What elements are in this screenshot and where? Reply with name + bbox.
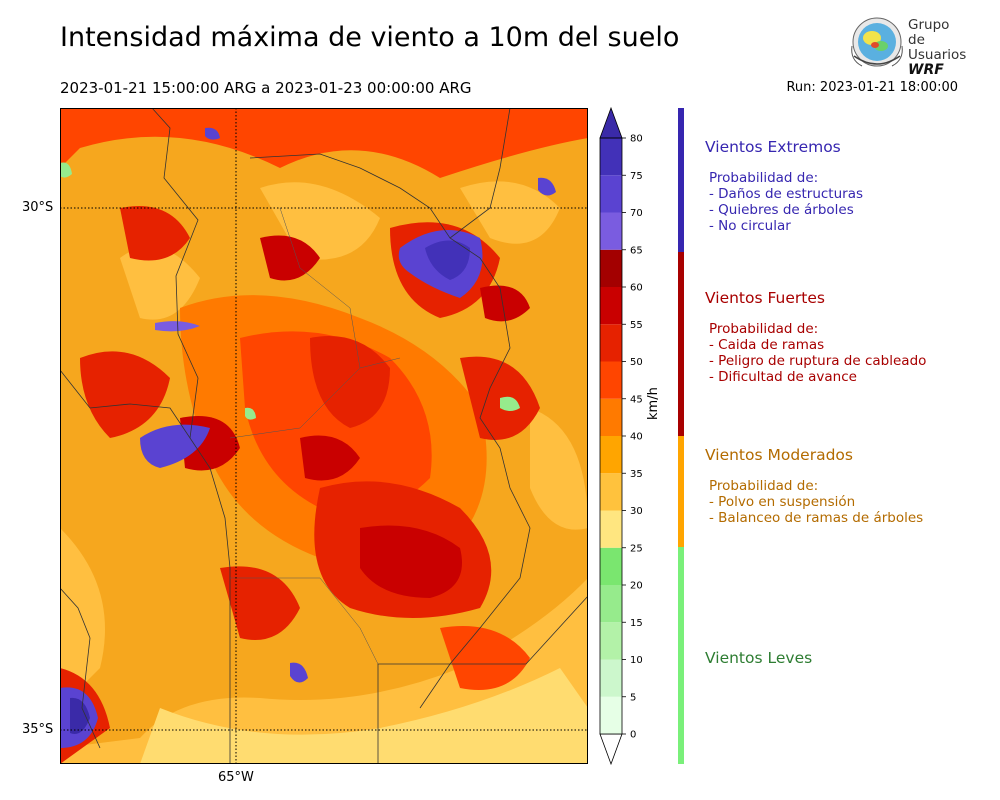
colorbar-segment bbox=[600, 324, 622, 362]
colorbar-tick-label: 80 bbox=[630, 134, 643, 145]
colorbar-tick-label: 65 bbox=[630, 245, 643, 256]
category-line: Probabilidad de: bbox=[709, 170, 819, 186]
colorbar-segment bbox=[600, 696, 622, 734]
colorbar-unit: km/h bbox=[646, 387, 661, 420]
category-line: - No circular bbox=[709, 218, 791, 234]
category-line: - Dificultad de avance bbox=[709, 369, 857, 385]
chart-title: Intensidad máxima de viento a 10m del su… bbox=[60, 22, 680, 53]
lon-label-65w: 65°W bbox=[218, 770, 254, 785]
category-moderate: Vientos Moderados Probabilidad de: - Pol… bbox=[705, 446, 923, 526]
logo-line-2: Usuarios bbox=[908, 47, 967, 63]
colorbar-segment bbox=[600, 510, 622, 548]
category-bar bbox=[678, 108, 684, 252]
category-line: - Peligro de ruptura de cableado bbox=[709, 353, 927, 369]
colorbar-tick-label: 60 bbox=[630, 283, 643, 294]
globe-icon bbox=[851, 17, 903, 67]
colorbar-tick-label: 40 bbox=[630, 432, 643, 443]
logo-line-3: WRF bbox=[908, 62, 944, 78]
category-title-light: Vientos Leves bbox=[705, 649, 813, 667]
colorbar-tick-label: 35 bbox=[630, 469, 643, 480]
colorbar-segment bbox=[600, 398, 622, 436]
colorbar-segment bbox=[600, 175, 622, 213]
wind-map bbox=[60, 108, 588, 764]
colorbar-segment bbox=[600, 287, 622, 325]
category-title-moderate: Vientos Moderados bbox=[705, 446, 853, 464]
category-line: - Polvo en suspensión bbox=[709, 494, 856, 510]
colorbar: 0 5 10 15 20 25 30 35 40 45 50 55 60 65 70 75 80 bbox=[599, 106, 643, 766]
colorbar-segment bbox=[600, 361, 622, 399]
category-light: Vientos Leves bbox=[705, 649, 812, 681]
colorbar-segment bbox=[600, 659, 622, 697]
valid-period: 2023-01-21 15:00:00 ARG a 2023-01-23 00:… bbox=[60, 79, 472, 97]
run-time: Run: 2023-01-21 18:00:00 bbox=[786, 80, 958, 95]
colorbar-segment bbox=[600, 622, 622, 660]
colorbar-segment bbox=[600, 547, 622, 585]
category-line: - Caida de ramas bbox=[709, 337, 825, 353]
colorbar-segment bbox=[600, 249, 622, 287]
colorbar-tick-label: 45 bbox=[630, 394, 643, 405]
category-line: - Daños de estructuras bbox=[709, 186, 864, 202]
colorbar-segment bbox=[600, 436, 622, 474]
colorbar-tick-label: 15 bbox=[630, 618, 643, 629]
colorbar-tick-label: 50 bbox=[630, 357, 643, 368]
colorbar-tick-label: 75 bbox=[630, 171, 643, 182]
logo-line-1: Grupo de bbox=[908, 17, 950, 48]
colorbar-extension-low bbox=[599, 733, 623, 766]
category-line: Probabilidad de: bbox=[709, 478, 819, 494]
category-strong: Vientos Fuertes Probabilidad de: - Caida… bbox=[705, 289, 926, 385]
lat-label-30s: 30°S bbox=[22, 200, 54, 215]
category-line: Probabilidad de: bbox=[709, 321, 819, 337]
colorbar-segment bbox=[600, 212, 622, 250]
lat-label-35s: 35°S bbox=[22, 722, 54, 737]
category-bar bbox=[678, 251, 684, 436]
colorbar-tick-label: 10 bbox=[630, 655, 643, 666]
colorbar-tick-label: 70 bbox=[630, 208, 643, 219]
colorbar-tick-label: 20 bbox=[630, 581, 643, 592]
wrf-logo: Grupo de Usuarios WRF bbox=[848, 16, 968, 78]
colorbar-tick-label: 5 bbox=[630, 692, 636, 703]
category-title-extreme: Vientos Extremos bbox=[705, 138, 841, 156]
colorbar-tick-label: 0 bbox=[630, 730, 636, 741]
colorbar-tick-label: 30 bbox=[630, 506, 643, 517]
category-line: - Quiebres de árboles bbox=[709, 202, 854, 218]
category-title-strong: Vientos Fuertes bbox=[705, 289, 825, 307]
category-bars bbox=[678, 108, 684, 764]
category-line: - Balanceo de ramas de árboles bbox=[709, 510, 924, 526]
colorbar-extension-high bbox=[599, 106, 623, 139]
colorbar-tick-label: 55 bbox=[630, 320, 643, 331]
colorbar-segment bbox=[600, 138, 622, 176]
colorbar-tick-label: 25 bbox=[630, 543, 643, 554]
category-bar bbox=[678, 436, 684, 547]
colorbar-segment bbox=[600, 585, 622, 623]
category-extreme: Vientos Extremos Probabilidad de: - Daño… bbox=[705, 138, 863, 234]
colorbar-segment bbox=[600, 473, 622, 511]
category-bar bbox=[678, 546, 684, 764]
